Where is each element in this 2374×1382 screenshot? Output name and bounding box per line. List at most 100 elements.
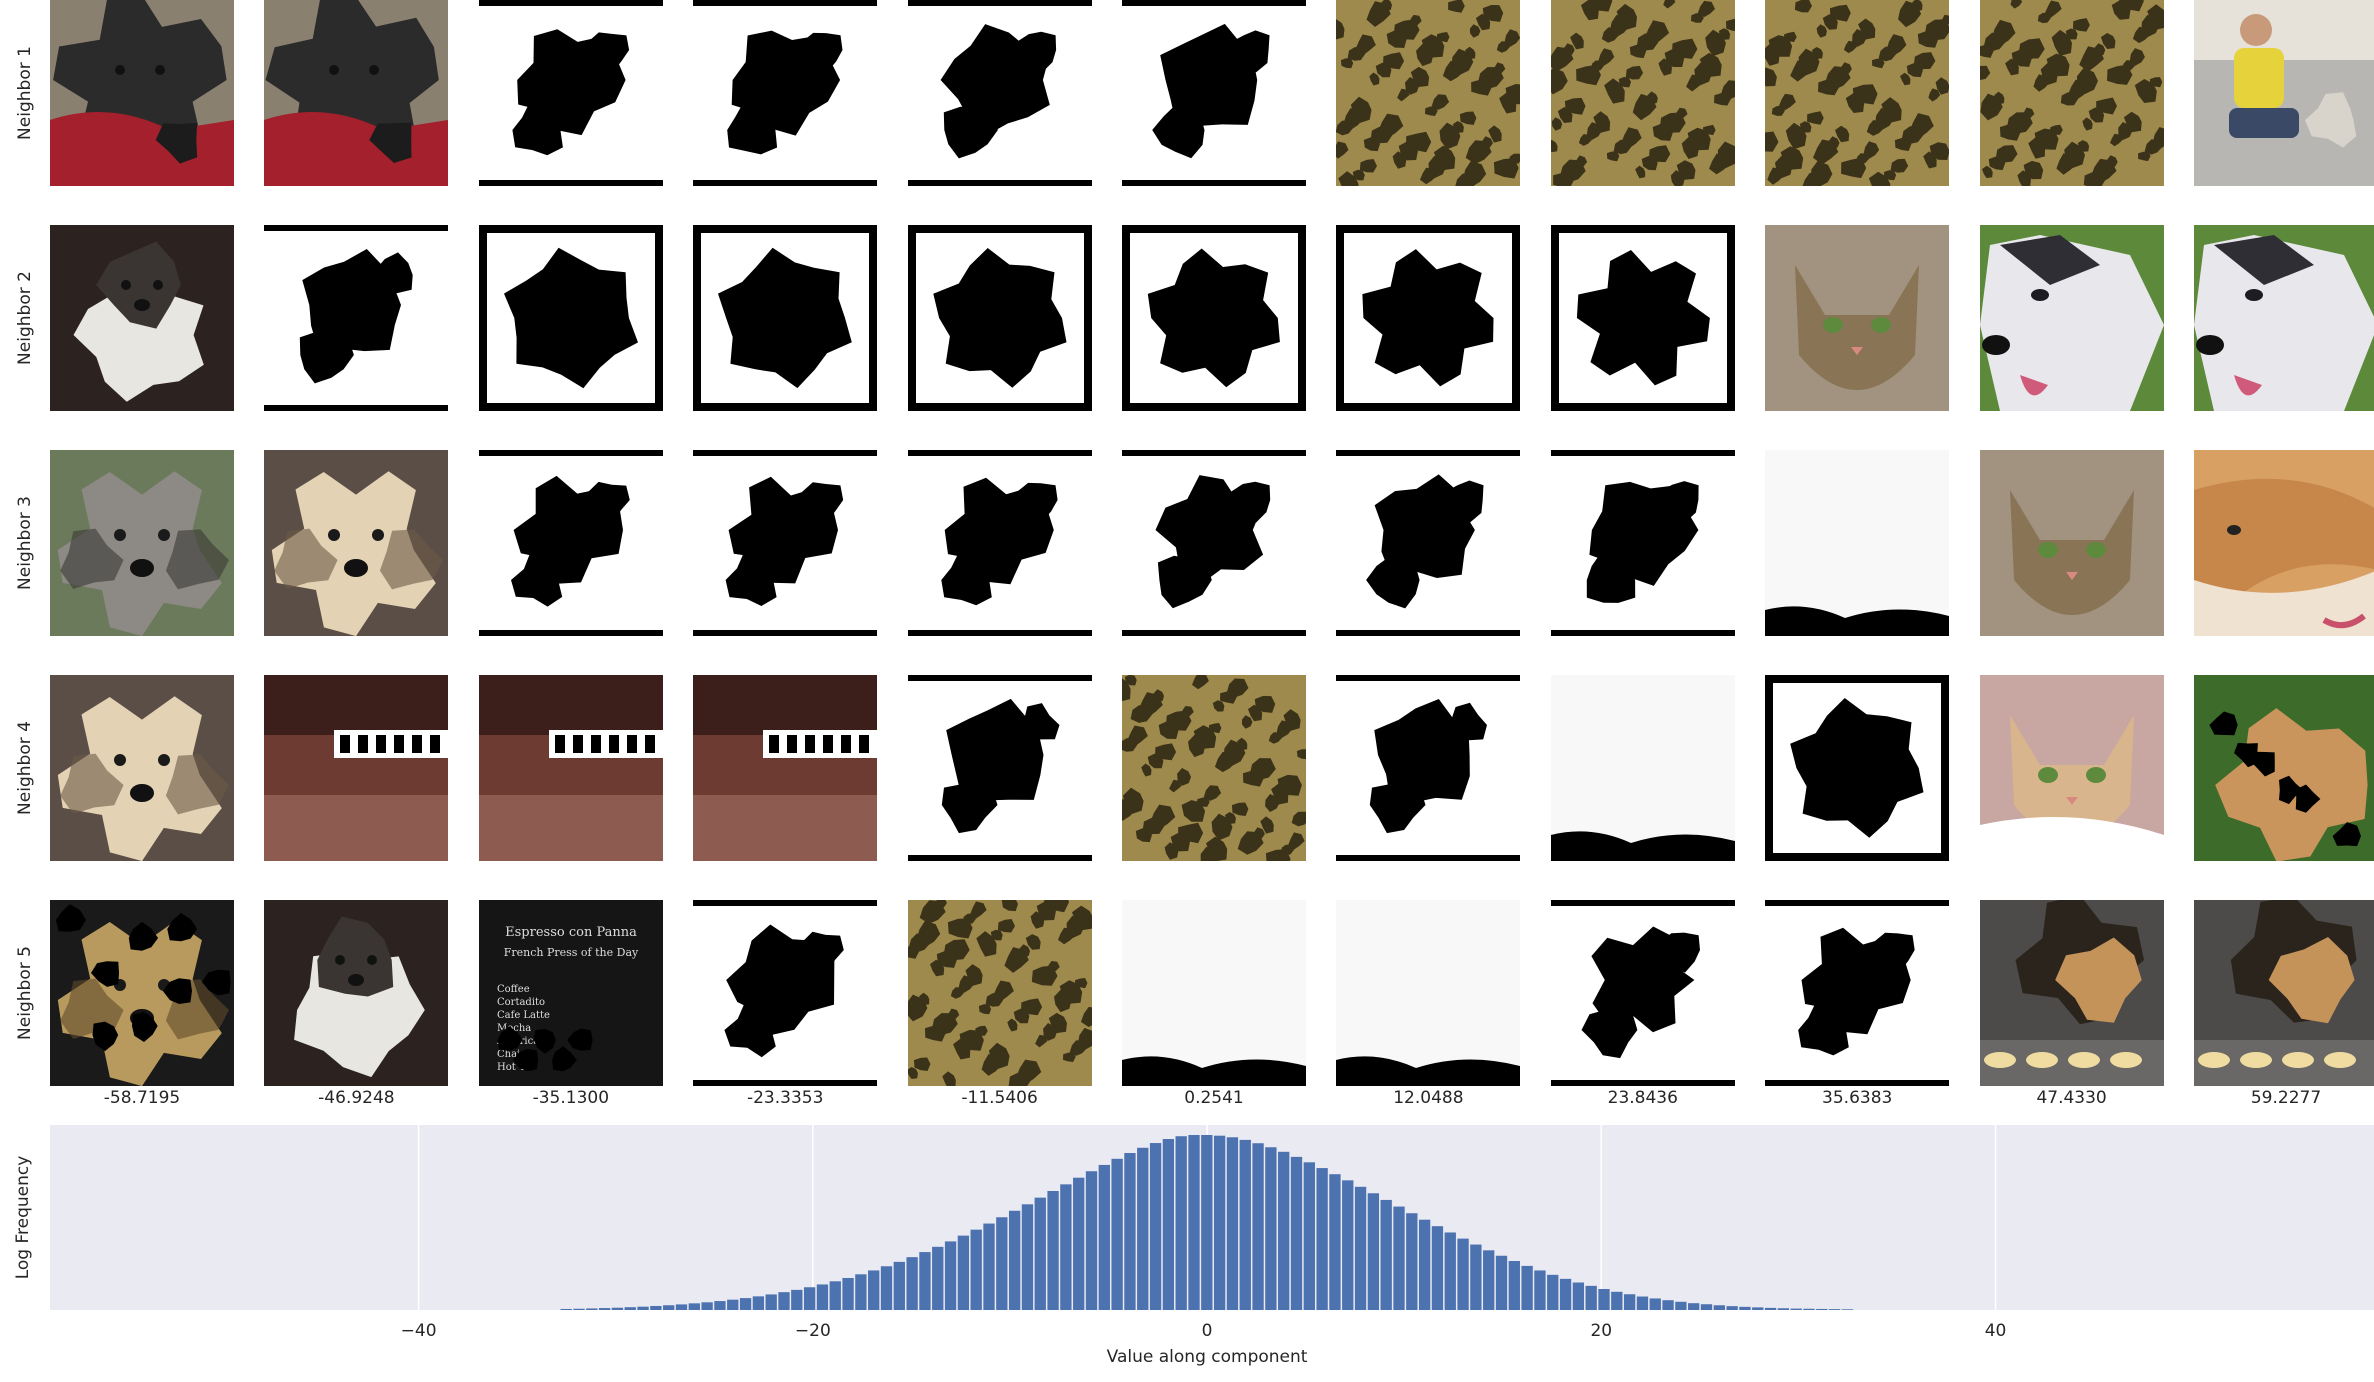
neighbor-2-thumbnail-3 (478, 225, 663, 411)
histogram-bar (1252, 1143, 1264, 1310)
row-label-text: Neighbor 4 (15, 721, 35, 815)
histogram-bar (1611, 1291, 1623, 1310)
histogram-bar (1623, 1294, 1636, 1310)
histogram-bar (1559, 1278, 1572, 1310)
histogram-bar (1008, 1210, 1021, 1310)
histogram-bar (1726, 1306, 1738, 1310)
histogram-bar (586, 1308, 598, 1310)
histogram-bar (1188, 1135, 1200, 1310)
svg-text:Hot Tea: Hot Tea (497, 1062, 537, 1073)
histogram-bar (1675, 1301, 1687, 1310)
histogram-bar (1213, 1135, 1226, 1310)
histogram-bar (650, 1305, 662, 1310)
histogram-bar (1457, 1238, 1469, 1310)
histogram-bar (1572, 1282, 1585, 1310)
histogram-bar (624, 1307, 636, 1310)
histogram-bar (932, 1246, 944, 1310)
column-value-label: -35.1300 (532, 1088, 610, 1108)
histogram-bar (675, 1304, 688, 1310)
histogram-bar (1329, 1174, 1341, 1310)
histogram-bar (1060, 1184, 1072, 1310)
svg-text:Coffee: Coffee (497, 984, 530, 995)
histogram-bar (1380, 1199, 1392, 1310)
neighbor-1-thumbnail-7 (1336, 0, 1521, 186)
neighbor-4-thumbnail-6 (1122, 675, 1306, 861)
histogram-bar (906, 1257, 918, 1310)
neighbor-1-thumbnail-9 (1765, 0, 1950, 186)
histogram-bar (1713, 1305, 1725, 1310)
histogram-bar (1828, 1309, 1841, 1310)
neighbor-2-thumbnail-4 (693, 225, 878, 411)
histogram-bar (944, 1241, 957, 1310)
y-axis-label: Log Frequency (13, 1156, 33, 1280)
neighbor-1-thumbnail-4 (693, 0, 878, 186)
histogram-bar (1098, 1164, 1110, 1310)
neighbor-2-thumbnail-6 (1122, 225, 1306, 411)
histogram-bar (1047, 1191, 1059, 1310)
column-value-label: -23.3353 (746, 1088, 824, 1108)
neighbor-1-thumbnail-10 (1979, 0, 2164, 186)
histogram-bars (560, 1135, 1854, 1310)
neighbor-4-thumbnail-8 (1550, 675, 1735, 861)
neighbor-1-thumbnail-6 (1122, 0, 1306, 186)
neighbor-2-thumbnail-8 (1550, 225, 1735, 411)
histogram-bar (1367, 1193, 1380, 1310)
neighbor-1-thumbnail-11 (2194, 0, 2374, 186)
row-label-neighbor-3: Neighbor 3 (0, 450, 50, 636)
histogram-bar (1290, 1156, 1303, 1310)
histogram-bar (1649, 1298, 1661, 1310)
histogram-bar (1149, 1143, 1162, 1310)
neighbor-1-thumbnail-8 (1550, 0, 1735, 186)
neighbor-1-thumbnail-1 (50, 0, 234, 186)
histogram-bar (868, 1270, 880, 1310)
row-label-neighbor-4: Neighbor 4 (0, 675, 50, 861)
histogram-bar (1406, 1213, 1418, 1310)
neighbor-2-thumbnail-11 (2194, 225, 2374, 411)
x-tick-labels: −40 −20 0 20 40 (401, 1321, 2007, 1341)
histogram-bar (1239, 1139, 1251, 1310)
neighbor-2-thumbnail-7 (1336, 225, 1521, 411)
neighbor-4-thumbnail-3 (478, 675, 663, 861)
histogram-bar (1085, 1171, 1098, 1310)
histogram-bar (752, 1296, 765, 1310)
histogram-bar (1444, 1232, 1456, 1310)
histogram-bar (1790, 1308, 1802, 1310)
histogram-bar (1034, 1197, 1046, 1310)
histogram-bar (1201, 1135, 1213, 1310)
histogram-bar (1162, 1139, 1175, 1310)
neighbor-3-thumbnail-11 (2194, 450, 2374, 636)
neighbor-5-thumbnail-10 (1979, 900, 2164, 1086)
row-label-text: Neighbor 1 (15, 46, 35, 140)
histogram-bar (1137, 1147, 1149, 1310)
histogram-bar (1803, 1308, 1815, 1310)
histogram-bar (1470, 1244, 1482, 1310)
neighbor-image-grid: Neighbor 1 Neighbor 2 Neighbor 3 Neighbor 4… (0, 0, 2374, 1108)
histogram-bar (1777, 1308, 1790, 1310)
column-value-label: -46.9248 (318, 1088, 395, 1108)
column-value-label: 0.2541 (1184, 1088, 1244, 1108)
histogram-bar (1534, 1270, 1546, 1310)
histogram-bar (1431, 1226, 1444, 1310)
neighbor-2-thumbnail-9 (1765, 225, 1950, 411)
histogram-bar (573, 1308, 585, 1310)
histogram-bar (1662, 1300, 1674, 1310)
x-tick-label: 0 (1202, 1321, 1213, 1341)
log-frequency-histogram: −40 −20 0 20 40 Value along component Log Fr… (13, 1125, 2374, 1367)
histogram-bar (970, 1229, 982, 1310)
histogram-bar (765, 1294, 777, 1310)
column-value-label: 59.2277 (2250, 1088, 2322, 1108)
neighbor-4-thumbnail-11 (2194, 675, 2374, 861)
neighbor-5-thumbnail-4 (693, 900, 878, 1086)
histogram-bar (1739, 1306, 1751, 1310)
column-value-label: 35.6383 (1822, 1088, 1893, 1108)
histogram-bar (714, 1301, 726, 1310)
neighbor-3-thumbnail-9 (1765, 450, 1950, 636)
neighbor-5-thumbnail-11 (2194, 900, 2374, 1086)
row-label-neighbor-1: Neighbor 1 (0, 0, 50, 186)
histogram-bar (1841, 1309, 1854, 1310)
neighbor-2-thumbnail-10 (1979, 225, 2164, 411)
neighbor-5-thumbnail-1 (50, 900, 234, 1086)
histogram-bar (791, 1289, 803, 1310)
neighbor-4-thumbnail-4 (693, 675, 878, 861)
neighbor-1-thumbnail-5 (907, 0, 1092, 186)
